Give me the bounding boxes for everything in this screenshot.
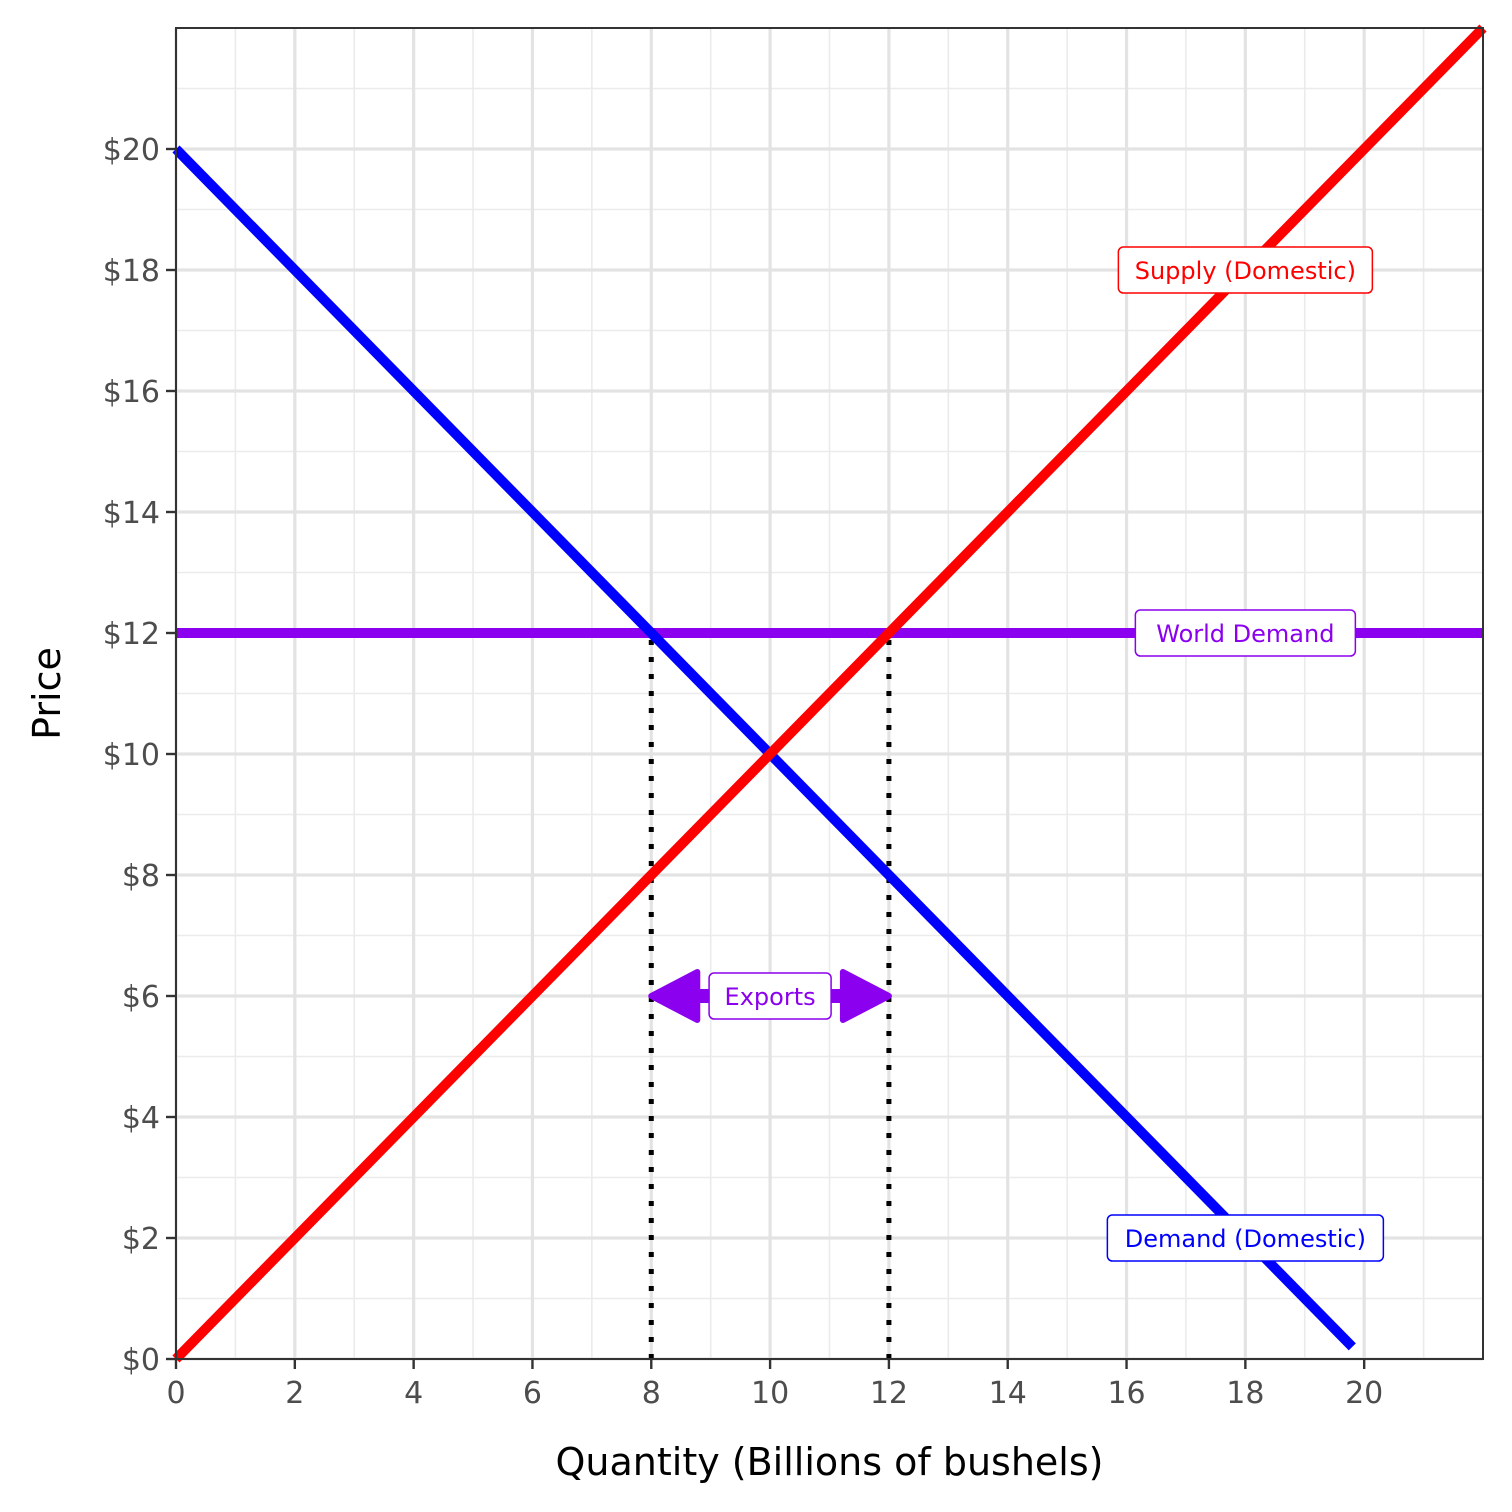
x-tick-label: 12 <box>870 1376 908 1411</box>
demand-domestic-label: Demand (Domestic) <box>1125 1225 1366 1253</box>
x-tick-label: 2 <box>285 1376 304 1411</box>
x-tick-label: 16 <box>1107 1376 1145 1411</box>
reference-lines <box>648 633 892 1359</box>
exports-label: Exports <box>725 983 816 1011</box>
x-tick-label: 0 <box>166 1376 185 1411</box>
world-demand-label: World Demand <box>1156 620 1334 648</box>
y-tick-label: $12 <box>103 617 160 652</box>
y-tick-label: $8 <box>122 859 160 894</box>
exports-arrowhead-right <box>839 969 892 1023</box>
y-tick-label: $10 <box>103 738 160 773</box>
y-tick-label: $20 <box>103 133 160 168</box>
y-axis-title: Price <box>25 647 69 740</box>
curve-labels: Supply (Domestic) World Demand Demand (Dom… <box>1106 246 1385 1262</box>
x-tick-label: 10 <box>751 1376 789 1411</box>
demand-domestic-label-box <box>1106 1214 1385 1262</box>
x-tick-label: 6 <box>523 1376 542 1411</box>
exports-label-box <box>708 972 832 1020</box>
x-tick-label: 20 <box>1345 1376 1383 1411</box>
plot-panel-border <box>175 27 1484 1360</box>
y-tick-label: $14 <box>103 496 160 531</box>
supply-domestic-label-box <box>1117 246 1374 294</box>
world-demand-label-box <box>1134 609 1357 657</box>
y-tick-label: $18 <box>103 254 160 289</box>
y-tick-label: $6 <box>122 980 160 1015</box>
demand-domestic-line <box>172 145 1356 1351</box>
x-tick-label: 18 <box>1226 1376 1264 1411</box>
y-tick-label: $4 <box>122 1101 160 1136</box>
x-axis-title: Quantity (Billions of bushels) <box>556 1440 1104 1484</box>
y-tick-label: $0 <box>122 1343 160 1378</box>
supply-domestic-label: Supply (Domestic) <box>1135 257 1356 285</box>
y-tick-label: $2 <box>122 1222 160 1257</box>
axis-ticks: 0 2 4 6 8 10 12 14 16 18 20 $0 $2 $4 $6 $8 $10 $12 $14 $16 $… <box>103 133 1384 1411</box>
x-tick-label: 4 <box>404 1376 423 1411</box>
exports-arrowhead-left <box>648 969 701 1023</box>
x-tick-label: 14 <box>989 1376 1027 1411</box>
exports-annotation: Exports <box>648 969 892 1023</box>
x-tick-label: 8 <box>642 1376 661 1411</box>
y-tick-label: $16 <box>103 375 160 410</box>
